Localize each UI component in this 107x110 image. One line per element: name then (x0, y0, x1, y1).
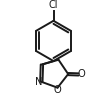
Text: Cl: Cl (49, 0, 58, 10)
Text: N: N (35, 77, 43, 87)
Text: O: O (78, 69, 85, 79)
Text: O: O (54, 85, 61, 95)
